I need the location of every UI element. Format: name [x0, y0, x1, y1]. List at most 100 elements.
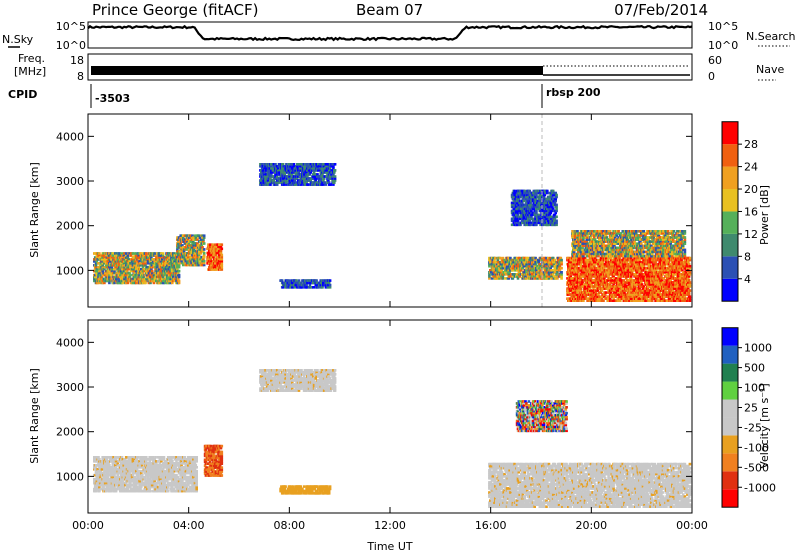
- range-cell: [642, 277, 646, 280]
- range-cell: [121, 277, 125, 281]
- range-cell: [602, 279, 605, 282]
- range-cell: [585, 275, 589, 278]
- range-cell: [592, 285, 595, 288]
- range-cell: [119, 277, 123, 281]
- range-cell: [182, 263, 185, 267]
- range-cell: [107, 260, 110, 263]
- range-cell: [220, 247, 224, 251]
- range-cell: [542, 258, 546, 262]
- range-cell: [529, 269, 532, 272]
- range-cell: [546, 203, 550, 207]
- range-cell: [544, 221, 547, 225]
- range-cell: [127, 273, 130, 277]
- range-cell: [186, 240, 189, 243]
- range-cell: [291, 171, 294, 174]
- range-cell: [162, 281, 166, 285]
- range-cell: [317, 181, 321, 184]
- range-cell: [307, 183, 310, 186]
- range-cell: [528, 221, 531, 225]
- range-cell: [111, 264, 115, 267]
- range-cell: [646, 266, 650, 270]
- range-cell: [580, 271, 583, 274]
- cpid-row: CPID -3503 rbsp 200: [8, 84, 601, 108]
- range-cell: [582, 295, 585, 298]
- range-cell: [103, 281, 106, 285]
- range-cell: [319, 181, 323, 184]
- range-cell: [631, 258, 635, 262]
- range-cell: [513, 219, 516, 223]
- range-cell: [588, 295, 592, 298]
- range-cell: [593, 297, 596, 300]
- range-cell: [510, 193, 514, 197]
- range-cell: [213, 247, 216, 251]
- range-cell: [598, 299, 602, 302]
- range-cell: [199, 257, 203, 261]
- range-cell: [121, 273, 125, 277]
- range-cell: [575, 269, 578, 272]
- range-cell: [527, 201, 531, 205]
- range-cell: [635, 260, 639, 264]
- range-cell: [624, 262, 627, 266]
- range-cell: [177, 263, 181, 267]
- range-cell: [285, 179, 288, 182]
- range-cell: [175, 269, 178, 273]
- range-cell: [629, 285, 632, 288]
- range-cell: [525, 199, 529, 203]
- range-cell: [295, 183, 298, 186]
- range-cell: [599, 291, 603, 294]
- range-cell: [595, 271, 599, 274]
- range-cell: [530, 205, 534, 209]
- range-cell: [174, 271, 177, 275]
- range-cell: [152, 258, 156, 261]
- range-cell: [164, 281, 167, 285]
- range-cell: [220, 253, 224, 257]
- range-cell: [538, 217, 542, 221]
- range-cell: [106, 267, 110, 271]
- range-cell: [614, 299, 618, 302]
- range-cell: [121, 269, 125, 273]
- range-cell: [220, 257, 224, 261]
- range-cell: [177, 281, 181, 285]
- range-cell: [580, 283, 583, 286]
- range-cell: [622, 295, 625, 298]
- range-cell: [193, 234, 197, 237]
- range-cell: [543, 275, 547, 278]
- range-cell: [520, 215, 523, 219]
- range-cell: [267, 165, 271, 168]
- range-cell: [312, 165, 315, 168]
- range-cell: [154, 277, 157, 281]
- range-cell: [270, 173, 273, 176]
- range-cell: [609, 293, 613, 296]
- range-cell: [555, 203, 558, 207]
- range-cell: [551, 256, 555, 260]
- range-cell: [322, 177, 326, 180]
- range-cell: [322, 167, 325, 170]
- range-cell: [579, 289, 583, 292]
- range-cell: [596, 266, 599, 270]
- range-cell: [546, 207, 549, 211]
- range-cell: [599, 281, 603, 284]
- range-cell: [642, 262, 646, 266]
- range-cell: [547, 205, 551, 209]
- range-cell: [159, 275, 162, 279]
- range-cell: [302, 286, 306, 289]
- range-cell: [527, 256, 531, 260]
- range-cell: [587, 279, 590, 282]
- range-cell: [549, 201, 552, 205]
- range-cell: [530, 209, 533, 213]
- range-cell: [551, 189, 555, 193]
- range-cell: [103, 265, 107, 269]
- range-cell: [541, 217, 544, 221]
- range-cell: [171, 275, 175, 279]
- range-cell: [109, 279, 112, 283]
- range-cell: [597, 299, 600, 302]
- range-cell: [123, 265, 126, 269]
- range-cell: [637, 256, 641, 260]
- range-cell: [500, 266, 504, 270]
- range-cell: [94, 269, 98, 273]
- range-cell: [324, 165, 328, 168]
- range-cell: [619, 285, 622, 288]
- range-cell: [125, 265, 129, 269]
- range-cell: [97, 262, 100, 265]
- range-cell: [113, 269, 116, 273]
